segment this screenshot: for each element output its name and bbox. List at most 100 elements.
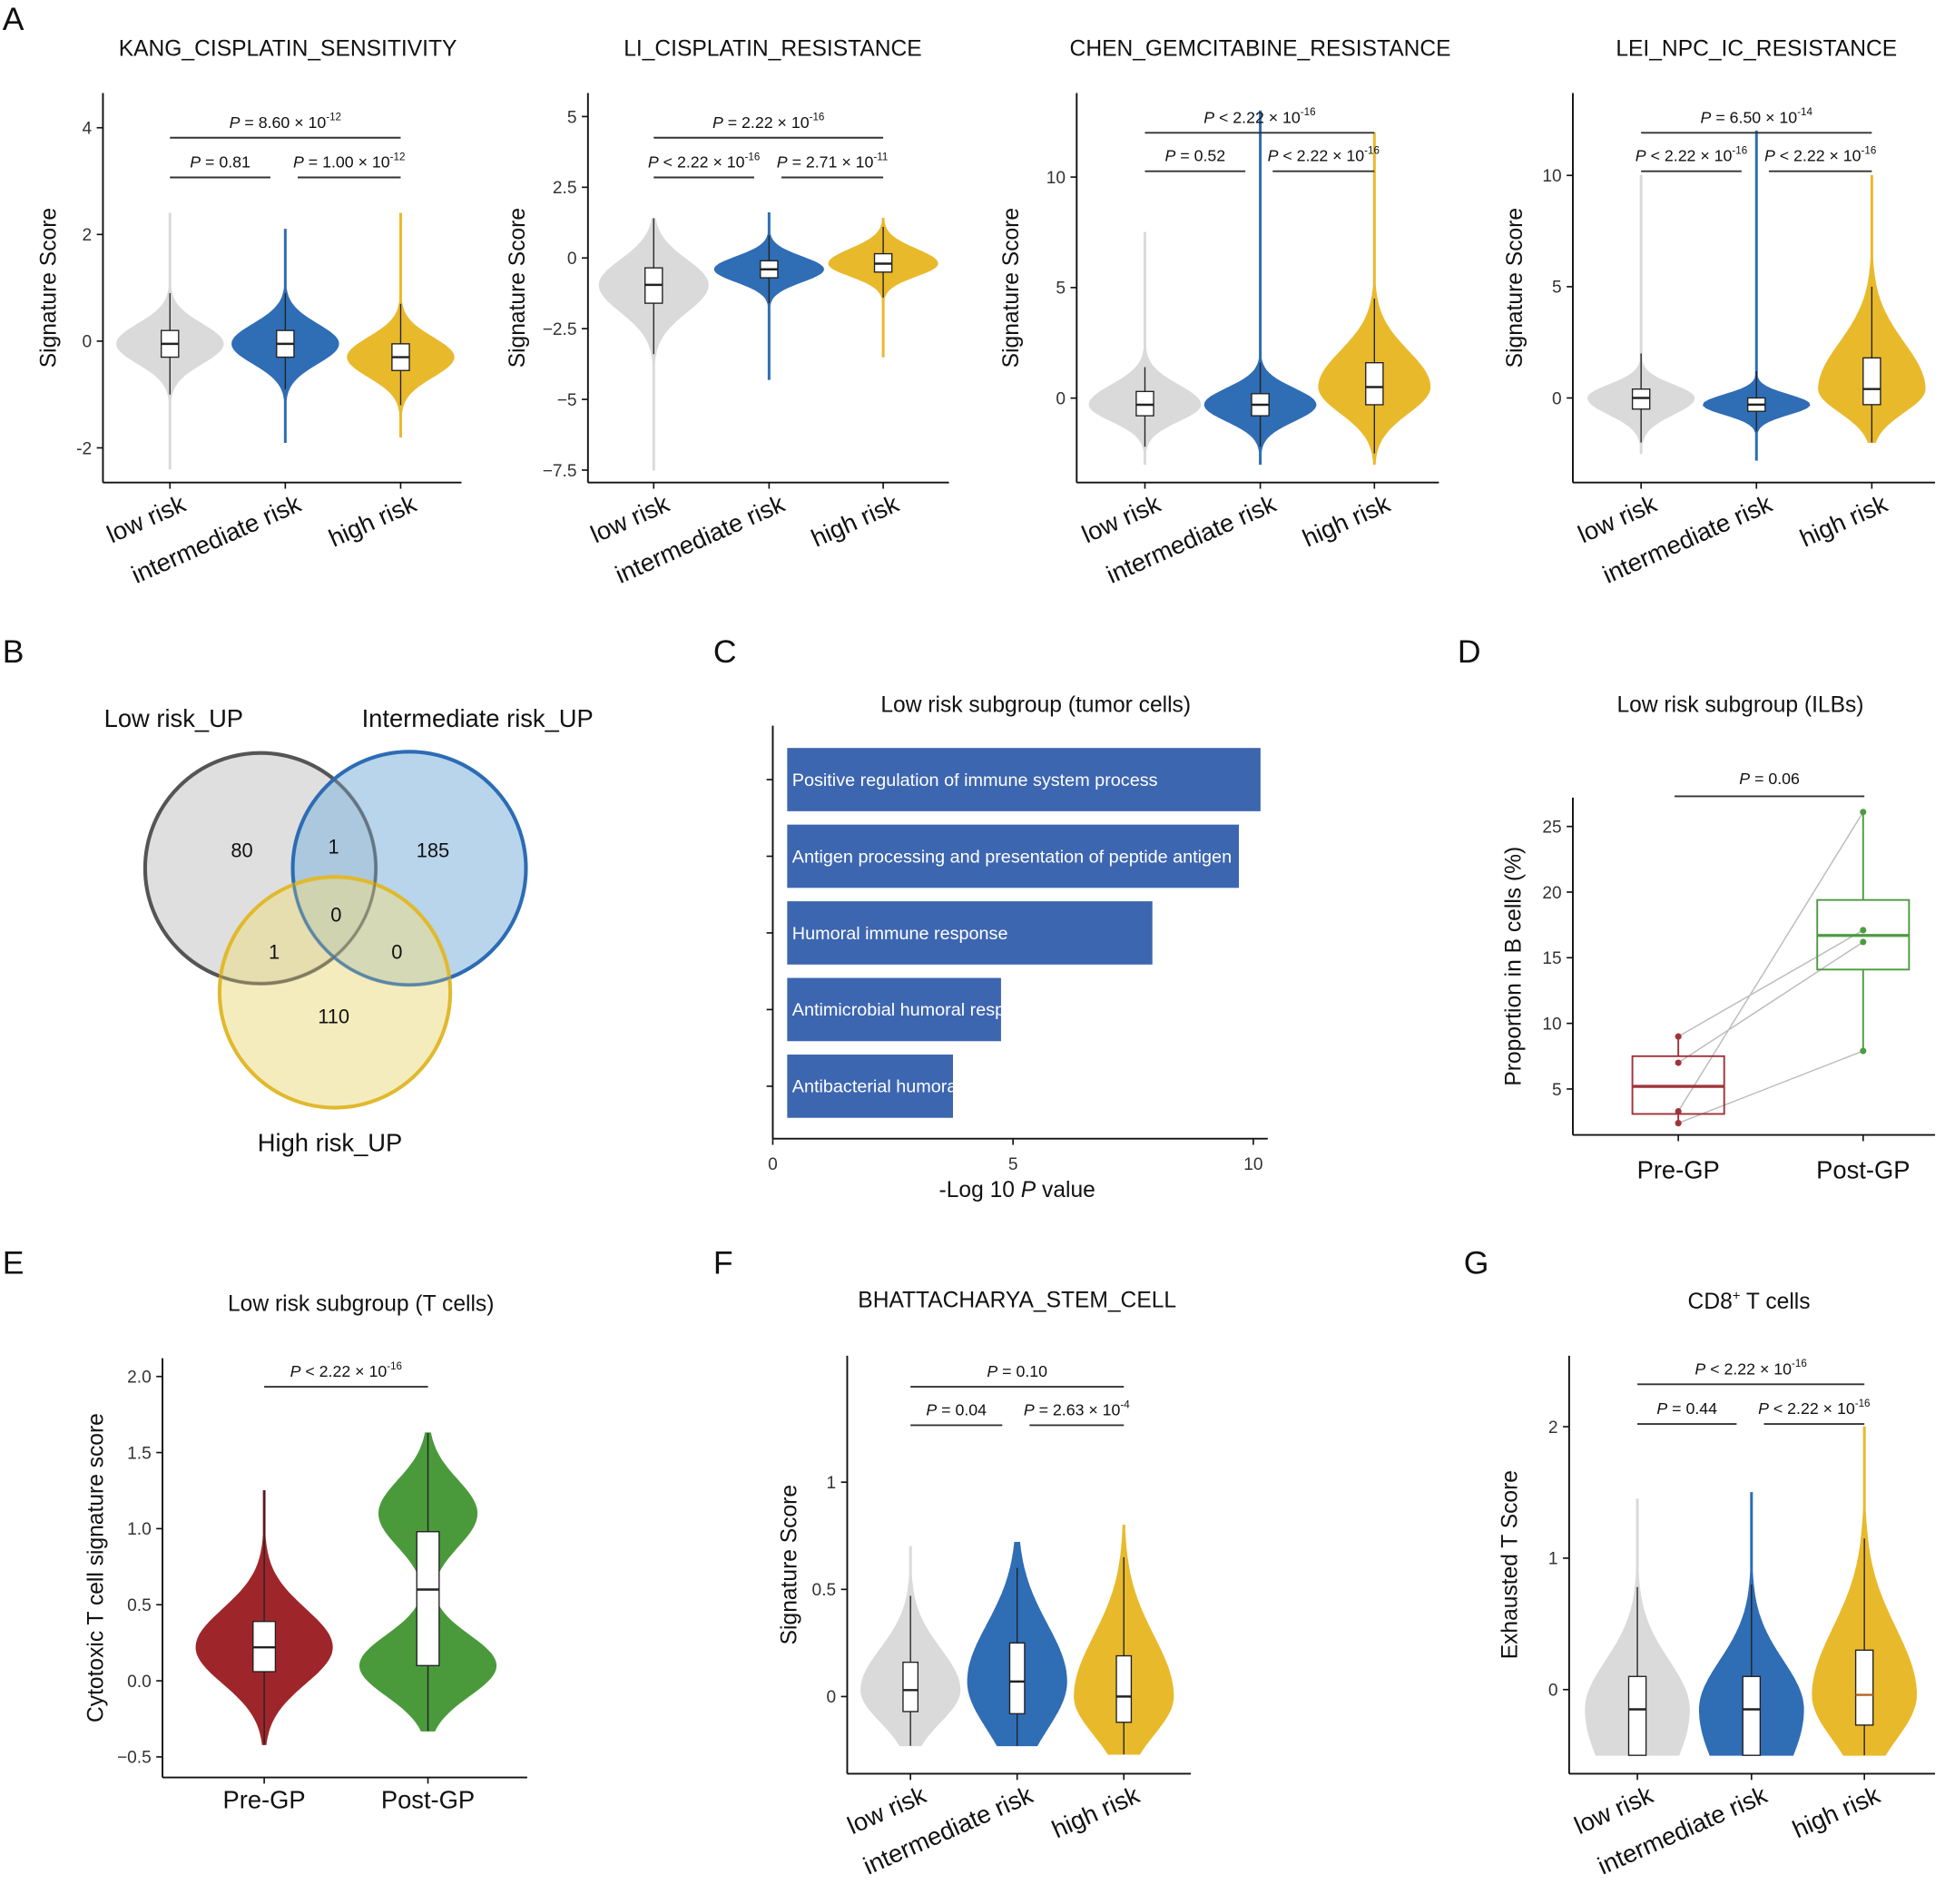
p-value-text: < 2.22 × 10: [1646, 147, 1733, 165]
box: [902, 1661, 919, 1713]
y-tick-label: 0.0: [127, 1673, 152, 1692]
p-value-text: < 2.22 × 10: [1705, 1359, 1792, 1378]
p-value-text: = 2.63 × 10: [1035, 1400, 1121, 1418]
title-superscript: +: [1733, 1288, 1741, 1303]
venn-diagram: Low risk_UP Intermediate risk_UP High ri…: [104, 704, 594, 1156]
p-value-text: < 2.22 × 10: [1775, 147, 1862, 165]
violin-group: [1203, 110, 1317, 466]
x-tick-label: Pre-GP: [223, 1786, 306, 1814]
p-value-text: < 2.22 × 10: [300, 1362, 387, 1380]
bar: [787, 901, 1153, 965]
p-value-label: P < 2.22 × 10-16: [1695, 1358, 1806, 1378]
p-value-text: = 0.81: [201, 153, 250, 172]
venn-outline-intermediate: [291, 750, 527, 986]
p-value-label: P = 0.04: [926, 1400, 987, 1418]
y-tick-label: −5: [557, 391, 577, 410]
panel-label-b: B: [3, 633, 25, 670]
title-suffix: T cells: [1741, 1290, 1811, 1314]
p-value-text: = 2.22 × 10: [723, 113, 810, 132]
violin-shape: [1586, 174, 1695, 455]
y-tick-label: 0: [1056, 389, 1066, 408]
y-tick-label: 15: [1542, 949, 1561, 968]
bar-chart-c: Low risk subgroup (tumor cells) Positive …: [766, 693, 1268, 1202]
p-value-exponent: -4: [1120, 1399, 1130, 1410]
y-tick-label: 5: [567, 108, 577, 127]
p-value-text: = 2.71 × 10: [788, 153, 874, 172]
venn-circle-high: [217, 875, 453, 1110]
p-value-text: = 0.04: [937, 1400, 987, 1418]
box: [1627, 1675, 1647, 1756]
p-value-text: = 0.10: [997, 1362, 1047, 1380]
x-tick-label: high risk: [324, 489, 420, 553]
panel-label-g: G: [1464, 1245, 1489, 1281]
panel-label-e: E: [3, 1245, 25, 1281]
p-symbol: P: [777, 153, 788, 172]
p-value-exponent: -11: [873, 151, 888, 162]
violin-group: [1088, 231, 1202, 466]
venn-outline-low: [143, 751, 378, 986]
panel-labels: A B C D E F G: [3, 1, 1489, 1281]
p-value-label: P = 2.63 × 10-4: [1024, 1399, 1130, 1418]
chart-title: LEI_NPC_IC_RESISTANCE: [1616, 37, 1897, 62]
p-symbol: P: [1701, 108, 1712, 126]
p-symbol: P: [1764, 147, 1775, 165]
p-symbol: P: [230, 113, 241, 132]
x-axis-label-suffix: value: [1036, 1178, 1095, 1202]
box-group: [1816, 809, 1911, 1055]
venn-count-intermediate-high: 0: [391, 941, 402, 964]
p-value-exponent: -16: [1364, 145, 1380, 157]
venn-count-all: 0: [330, 904, 341, 927]
p-value-text: < 2.22 × 10: [1214, 108, 1301, 126]
pair-line: [1677, 941, 1864, 1064]
violin-group: [347, 212, 455, 438]
p-symbol: P: [1739, 770, 1750, 788]
data-point: [1860, 938, 1867, 946]
p-symbol: P: [712, 113, 723, 132]
y-tick-label: 2.5: [553, 179, 577, 198]
venn-count-intermediate-only: 185: [417, 839, 449, 861]
y-axis-label: Signature Score: [1503, 208, 1528, 368]
violin-group: [116, 212, 224, 470]
y-axis-label: Proportion in B cells (%): [1502, 847, 1527, 1086]
data-point: [1860, 809, 1867, 816]
p-value-label: P = 0.81: [190, 153, 250, 172]
y-tick-label: 0: [1548, 1682, 1558, 1701]
y-tick-label: 0: [1552, 389, 1562, 408]
bar-label: Antimicrobial humoral response: [792, 1000, 1044, 1020]
p-value-text: = 6.50 × 10: [1711, 108, 1797, 126]
p-value-text: = 1.00 × 10: [304, 153, 390, 172]
p-value-exponent: -12: [326, 112, 341, 123]
p-symbol: P: [987, 1362, 997, 1380]
y-tick-label: -2: [76, 439, 92, 458]
x-tick-label: 0: [768, 1155, 778, 1174]
y-tick-label: 25: [1542, 819, 1561, 838]
y-tick-label: 1.5: [127, 1444, 152, 1463]
venn-label-low: Low risk_UP: [104, 704, 243, 732]
p-value-label: P = 1.00 × 10-12: [293, 151, 405, 171]
bar-label: Positive regulation of immune system pro…: [792, 770, 1158, 790]
x-tick-label: 5: [1008, 1155, 1018, 1174]
p-symbol: P: [1758, 1399, 1769, 1418]
p-value-text: = 0.06: [1750, 770, 1800, 788]
y-tick-label: 0: [827, 1688, 837, 1707]
box: [1742, 1675, 1762, 1756]
bar: [787, 824, 1240, 888]
x-tick-label: Pre-GP: [1637, 1155, 1720, 1183]
violin-group: [1586, 174, 1695, 455]
p-value-label: P = 0.10: [987, 1362, 1047, 1380]
p-value-exponent: -14: [1797, 106, 1812, 118]
violin-chart-e: −0.5 0.0 0.5 1.0 1.5 2.0 Pre-GP Post-GP Low risk…: [83, 1292, 527, 1814]
violin-group: [231, 229, 339, 443]
box: [1365, 362, 1384, 406]
p-value-label: P = 0.06: [1739, 770, 1800, 788]
y-axis-label: Signature Score: [999, 208, 1024, 368]
panel-label-d: D: [1458, 633, 1481, 670]
data-point: [1675, 1120, 1682, 1127]
p-symbol: P: [926, 1400, 937, 1418]
p-value-exponent: -16: [1301, 106, 1316, 118]
p-value-exponent: -16: [810, 112, 825, 123]
y-tick-label: −7.5: [543, 462, 577, 481]
